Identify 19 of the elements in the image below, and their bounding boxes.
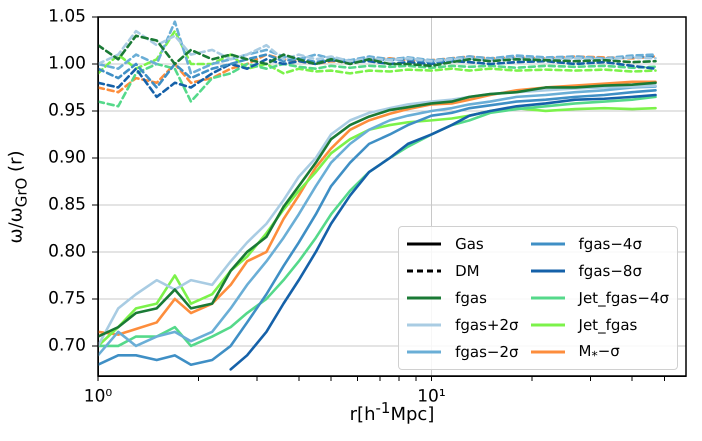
legend-label: DM (455, 262, 480, 280)
y-tick-label: 1.00 (48, 53, 86, 74)
legend-label: fgas (455, 289, 487, 307)
legend-label: Jet_fgas (578, 316, 638, 334)
legend-label: fgas−4σ (578, 235, 642, 253)
legend-label: fgas−8σ (578, 262, 642, 280)
y-tick-label: 0.90 (48, 147, 86, 168)
y-tick-label: 0.95 (48, 100, 86, 120)
legend-label: Gas (455, 235, 484, 253)
legend-label: fgas−2σ (455, 343, 519, 361)
legend-label: fgas+2σ (455, 316, 519, 334)
y-tick-label: 0.85 (48, 194, 86, 214)
legend-label: M$_{*}$−σ (578, 342, 620, 362)
x-tick-label: 10⁰ (84, 386, 112, 407)
y-tick-label: 1.05 (48, 6, 86, 26)
y-tick-label: 0.75 (48, 288, 86, 308)
y-tick-label: 0.70 (48, 335, 86, 356)
legend-label: Jet_fgas−4σ (578, 289, 669, 307)
y-tick-label: 0.80 (48, 241, 86, 262)
